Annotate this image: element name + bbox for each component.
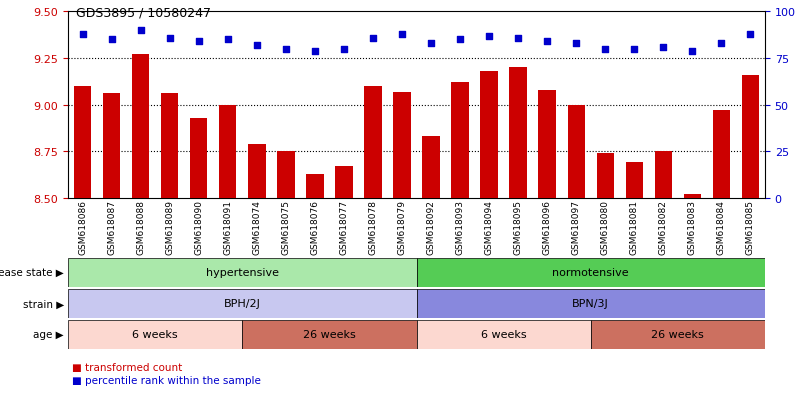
Text: BPH/2J: BPH/2J [223, 299, 261, 309]
Point [163, 35, 176, 42]
Point [686, 48, 698, 55]
Point [715, 41, 728, 47]
Bar [161, 94, 179, 198]
Text: 26 weeks: 26 weeks [651, 330, 704, 339]
Point [512, 35, 525, 42]
Bar [713, 111, 731, 198]
Bar [590, 320, 765, 349]
Point [105, 37, 118, 44]
Bar [306, 174, 324, 198]
Bar [654, 152, 672, 198]
Bar [451, 83, 469, 198]
Point [76, 31, 89, 38]
Text: GDS3895 / 10580247: GDS3895 / 10580247 [76, 6, 211, 19]
Bar [68, 258, 417, 287]
Point [483, 33, 496, 40]
Point [337, 46, 350, 53]
Bar [190, 119, 207, 198]
Point [192, 39, 205, 45]
Point [657, 45, 670, 51]
Text: 6 weeks: 6 weeks [132, 330, 178, 339]
Bar [481, 72, 497, 198]
Point [221, 37, 234, 44]
Point [251, 43, 264, 49]
Bar [597, 154, 614, 198]
Bar [626, 163, 643, 198]
Bar [248, 145, 266, 198]
Text: 6 weeks: 6 weeks [481, 330, 526, 339]
Bar [422, 137, 440, 198]
Bar [277, 152, 295, 198]
Point [367, 35, 380, 42]
Text: ■ percentile rank within the sample: ■ percentile rank within the sample [72, 375, 261, 385]
Point [599, 46, 612, 53]
Bar [74, 87, 91, 198]
Bar [683, 195, 701, 198]
Bar [364, 87, 381, 198]
Text: normotensive: normotensive [553, 268, 629, 278]
Bar [132, 55, 149, 198]
Point [570, 41, 582, 47]
Point [744, 31, 757, 38]
Text: BPN/3J: BPN/3J [573, 299, 609, 309]
Point [628, 46, 641, 53]
Point [308, 48, 321, 55]
Bar [393, 92, 411, 198]
Point [396, 31, 409, 38]
Bar [567, 105, 585, 198]
Point [425, 41, 437, 47]
Text: strain ▶: strain ▶ [23, 299, 64, 309]
Bar [335, 166, 352, 198]
Point [453, 37, 466, 44]
Point [541, 39, 553, 45]
Bar [509, 68, 527, 198]
Text: ■ transformed count: ■ transformed count [72, 363, 183, 373]
Bar [538, 90, 556, 198]
Bar [68, 289, 417, 318]
Text: age ▶: age ▶ [34, 330, 64, 339]
Bar [219, 105, 236, 198]
Point [280, 46, 292, 53]
Text: disease state ▶: disease state ▶ [0, 268, 64, 278]
Text: hypertensive: hypertensive [206, 268, 279, 278]
Bar [103, 94, 120, 198]
Bar [742, 76, 759, 198]
Bar [68, 320, 242, 349]
Bar [242, 320, 417, 349]
Text: 26 weeks: 26 weeks [303, 330, 356, 339]
Point [135, 28, 147, 34]
Bar [417, 320, 590, 349]
Bar [417, 289, 765, 318]
Bar [417, 258, 765, 287]
